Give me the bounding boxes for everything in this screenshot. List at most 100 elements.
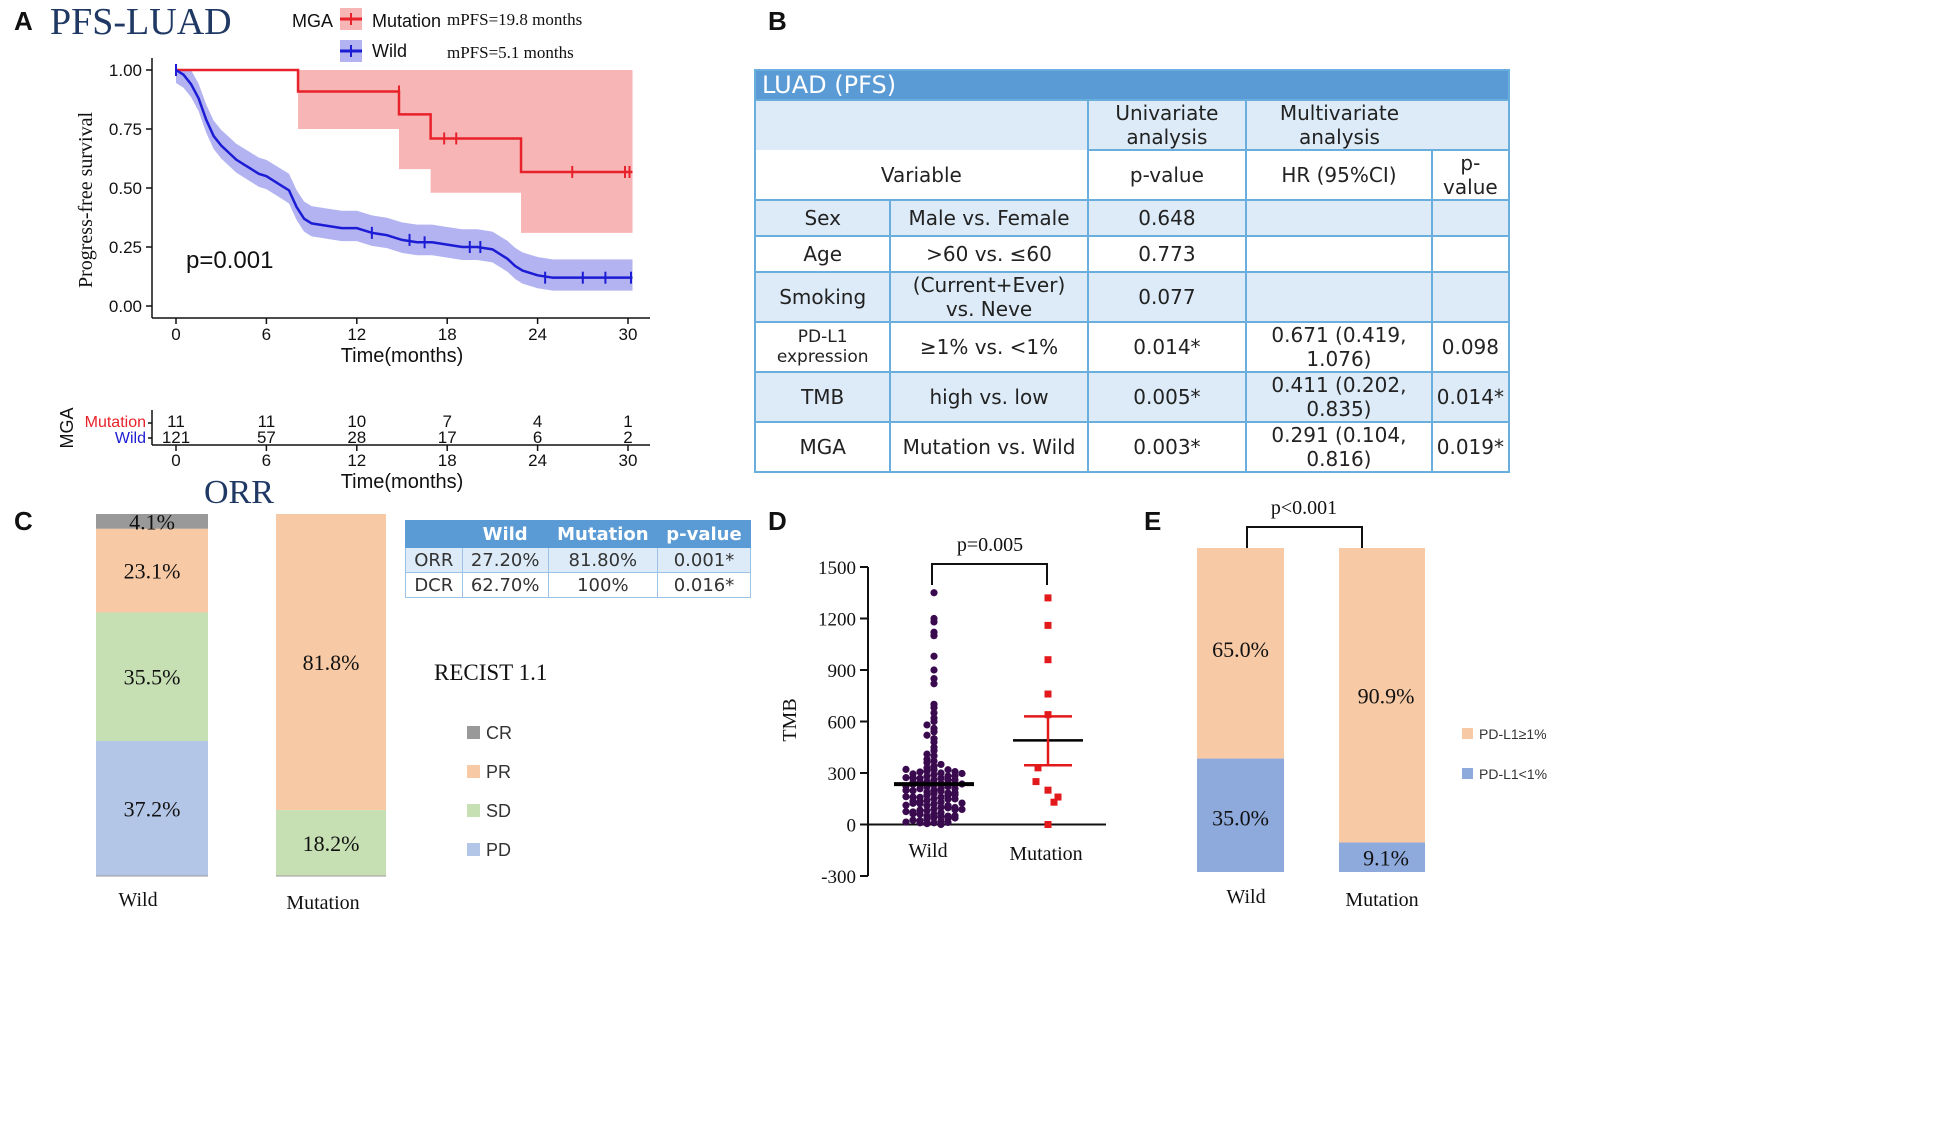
km-wild-ci-band xyxy=(176,70,633,291)
tmb-point-wild xyxy=(930,800,938,808)
orr-table-cell: 0.016* xyxy=(656,572,752,598)
orr-legend-label: CR xyxy=(486,723,512,743)
orr-label-wild: 4.1% xyxy=(129,509,175,534)
tmb-point-wild xyxy=(944,776,952,784)
orr-table-header xyxy=(405,520,463,548)
pdl1-legend-low-swatch xyxy=(1462,768,1473,779)
tmb-xlabel-mutation: Mutation xyxy=(1009,843,1082,865)
tmb-point-wild xyxy=(944,812,952,820)
tmb-point-wild xyxy=(930,589,938,597)
orr-bar-pd-wild xyxy=(96,740,208,876)
orr-table-header: p-value xyxy=(656,520,752,548)
risk-mutation-count: 4 xyxy=(533,412,542,431)
orr-legend-swatch xyxy=(467,843,480,856)
cox-cell-hr: 0.411 (0.202, 0.835) xyxy=(1245,371,1433,423)
km-ytick-label: 0.00 xyxy=(109,297,142,316)
orr-label-mutation: 81.8% xyxy=(303,650,360,675)
tmb-pvalue: p=0.005 xyxy=(957,534,1023,556)
tmb-point-mutation xyxy=(1054,793,1062,801)
cox-cell-uni-p: 0.648 xyxy=(1086,199,1248,237)
cox-cell-uni-p: 0.005* xyxy=(1086,371,1248,423)
tmb-point-mutation xyxy=(1044,821,1052,828)
risk-wild-count: 17 xyxy=(438,428,457,447)
tmb-ytick-label: 1200 xyxy=(818,610,856,631)
panel-label-e: E xyxy=(1144,506,1162,536)
pdl1-legend-high-swatch xyxy=(1462,728,1473,739)
orr-label-wild: 37.2% xyxy=(124,796,181,821)
tmb-ytick-label: 300 xyxy=(828,764,857,785)
tmb-ytick-label: -300 xyxy=(821,867,856,888)
cox-header-univariate: Univariate analysis xyxy=(1086,99,1248,151)
km-legend-wild-label: Wild xyxy=(372,41,407,61)
tmb-point-wild xyxy=(944,795,952,803)
cox-cell-comparison: >60 vs. ≤60 xyxy=(889,235,1089,273)
orr-label-mutation: 18.2% xyxy=(303,831,360,856)
cox-cell-hr xyxy=(1245,199,1433,237)
tmb-point-wild xyxy=(930,805,938,813)
tmb-point-wild xyxy=(930,632,938,640)
cox-cell-multi-p xyxy=(1430,271,1511,323)
cox-cell-multi-p xyxy=(1430,199,1511,237)
tmb-point-wild xyxy=(902,793,910,801)
orr-table-cell: DCR xyxy=(405,572,463,598)
risk-xtick-label: 24 xyxy=(528,451,547,470)
orr-legend-swatch xyxy=(467,765,480,778)
tmb-point-mutation xyxy=(1032,778,1040,786)
km-ytick-label: 0.75 xyxy=(109,120,142,139)
tmb-ytick-label: 1500 xyxy=(818,558,856,579)
cox-cell-variable: Smoking xyxy=(753,271,892,323)
risk-xtick-label: 12 xyxy=(347,451,366,470)
cox-cell-multi-p: 0.014* xyxy=(1430,371,1511,423)
km-chart: MGA Mutation mPFS=19.8 months Wild mPFS=… xyxy=(57,8,650,493)
cox-cell-multi-p: 0.019* xyxy=(1430,421,1511,473)
tmb-ylabel: TMB xyxy=(779,698,801,741)
tmb-point-mutation xyxy=(1044,786,1052,794)
tmb-ytick-label: 0 xyxy=(847,816,857,837)
tmb-point-wild xyxy=(916,768,924,776)
cox-cell-comparison: Mutation vs. Wild xyxy=(889,421,1089,473)
tmb-point-wild xyxy=(902,765,910,773)
orr-table-cell: 62.70% xyxy=(461,572,549,598)
tmb-point-wild xyxy=(923,721,931,729)
tmb-point-wild xyxy=(923,772,931,781)
km-mutation-curve xyxy=(176,68,633,174)
tmb-point-wild xyxy=(930,728,938,736)
panel-label-d: D xyxy=(768,506,787,536)
tmb-point-wild xyxy=(944,818,952,827)
tmb-point-wild xyxy=(944,766,952,774)
tmb-chart: -300 0 300 600 900 1200 1500 Wild Mutation TMB p… xyxy=(779,534,1106,888)
tmb-point-wild xyxy=(951,788,959,797)
cox-header-blank xyxy=(754,99,1089,150)
cox-cell-uni-p: 0.773 xyxy=(1086,235,1248,273)
pdl1-legend-high: PD-L1≥1% xyxy=(1479,726,1547,742)
pdl1-label-wild: 65.0% xyxy=(1212,637,1269,662)
tmb-point-wild xyxy=(930,666,938,674)
pdl1-xlabel-wild: Wild xyxy=(1226,886,1265,908)
pdl1-label-wild: 35.0% xyxy=(1212,806,1269,831)
tmb-point-wild xyxy=(951,803,959,812)
km-xlabel: Time(months) xyxy=(341,345,464,367)
orr-table-cell: 100% xyxy=(547,572,658,598)
pdl1-significance-bracket xyxy=(1246,526,1363,548)
tmb-point-wild xyxy=(902,801,910,809)
orr-table-header: Wild xyxy=(461,520,549,548)
tmb-ytick-label: 600 xyxy=(828,713,857,734)
km-xtick-label: 18 xyxy=(438,325,457,344)
tmb-point-wild xyxy=(937,798,945,806)
cox-header-hr: HR (95%CI) xyxy=(1245,149,1433,201)
cox-cell-uni-p: 0.003* xyxy=(1086,421,1248,473)
tmb-point-wild xyxy=(930,680,938,688)
orr-table-row: ORR 27.20% 81.80% 0.001* xyxy=(405,547,752,573)
tmb-point-wild xyxy=(937,787,945,795)
pdl1-bar-low-mutation xyxy=(1339,842,1425,872)
km-legend-mutation-label: Mutation xyxy=(372,11,441,31)
tmb-point-wild xyxy=(951,812,959,820)
cox-cell-comparison: Male vs. Female xyxy=(889,199,1089,237)
pdl1-label-mutation: 9.1% xyxy=(1363,845,1409,870)
tmb-point-wild xyxy=(930,747,938,755)
tmb-point-wild xyxy=(937,760,945,769)
km-title: PFS-LUAD xyxy=(50,1,232,43)
tmb-point-wild xyxy=(902,774,910,782)
tmb-point-wild xyxy=(930,717,938,726)
tmb-point-wild xyxy=(923,796,931,805)
